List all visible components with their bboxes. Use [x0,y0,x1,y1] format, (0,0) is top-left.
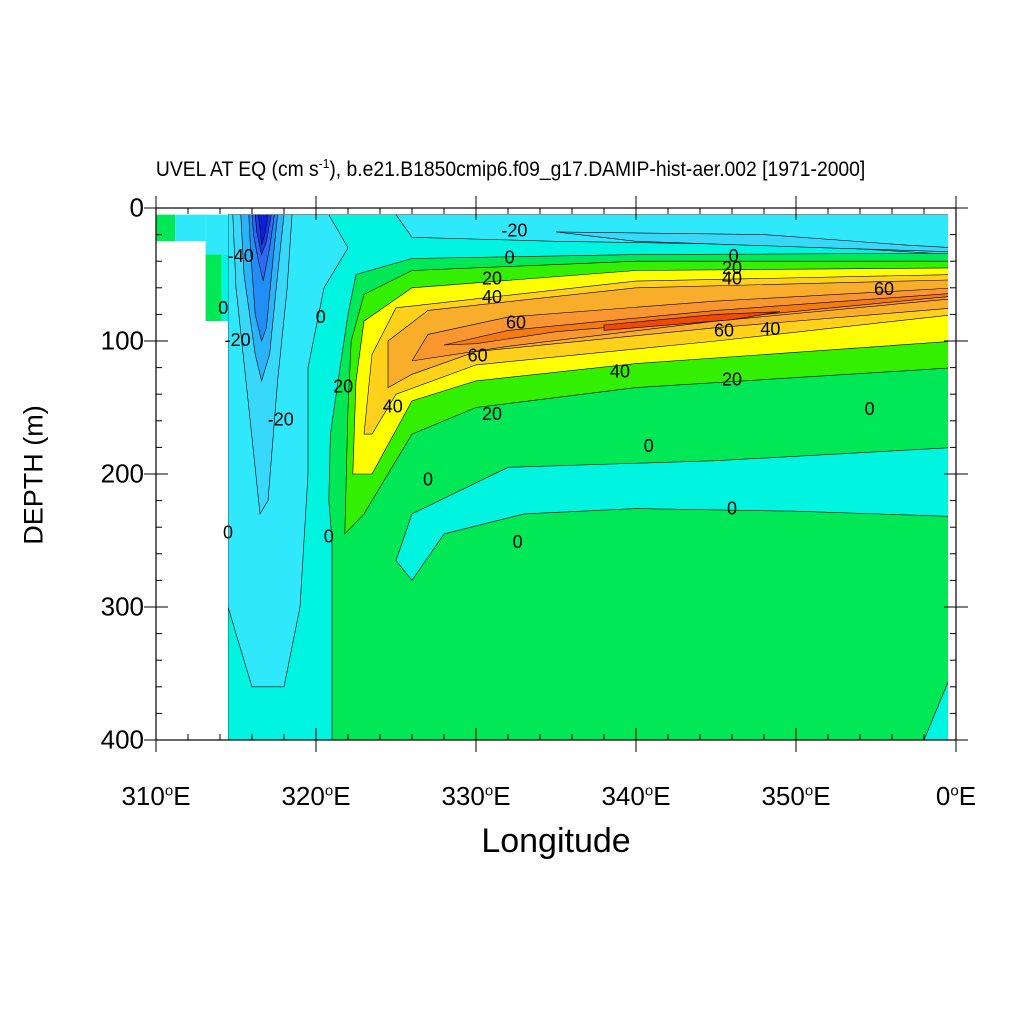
y-axis-label: DEPTH (m) [18,405,49,545]
contour-label: 40 [482,287,502,307]
x-tick-label: 320oE [281,781,351,811]
contour-label: 0 [505,247,515,267]
contour-label: 0 [316,307,326,327]
contour-label: 40 [722,269,742,289]
x-tick-label: 310oE [121,781,191,811]
contour-label: 20 [722,370,742,390]
coastal-band [156,214,176,242]
contour-label: 60 [874,279,894,299]
contour-label: 0 [223,523,233,543]
contour-label: 0 [729,246,739,266]
contour-label: 20 [722,258,742,278]
contour-label: 20 [333,376,353,396]
chart-title: UVEL AT EQ (cm s-1), b.e21.B1850cmip6.f0… [0,156,1021,182]
contour-label: 20 [482,269,502,289]
contour-band--10_0 [923,681,948,740]
contour-label: 40 [610,362,630,382]
contour-label: -20 [225,330,251,350]
contour-label: 0 [513,532,523,552]
contour-label: 0 [644,436,654,456]
coastal-band [221,254,228,322]
contour-label: 20 [482,404,502,424]
contour-label: 40 [760,319,780,339]
contour-band-gt_70 [603,311,781,331]
title-suffix: ), b.e21.B1850cmip6.f09_g17.DAMIP-hist-a… [329,158,866,181]
contour-label: -40 [228,246,254,266]
contour-label: 0 [865,399,875,419]
x-tick-label: 0oE [935,781,977,811]
contour-band--30_-20 [555,231,948,252]
contour-label: 60 [468,346,488,366]
y-tick-label: 300 [100,591,144,622]
x-tick-label: 340oE [601,781,671,811]
y-tick-label: 0 [129,192,144,223]
contour-label: 40 [383,396,403,416]
contour-label: 0 [423,469,433,489]
y-tick-label: 400 [100,724,144,755]
coastal-band [175,214,206,242]
coastal-band [205,254,222,322]
contour-band--10_0 [395,447,948,581]
x-tick-label: 350oE [761,781,831,811]
coastal-band [205,214,228,255]
x-tick-label: 330oE [441,781,511,811]
y-tick-label: 200 [100,458,144,489]
contour-label: -20 [268,410,294,430]
contour-label: 0 [727,499,737,519]
title-exponent: -1 [318,156,330,171]
contour-band-lt_-70 [258,214,269,246]
contour-label: 0 [324,527,334,547]
contour-label: 60 [714,320,734,340]
x-axis-label: Longitude [481,822,631,860]
contour-label: 60 [506,312,526,332]
contour-label: 0 [218,298,228,318]
contour-label: -20 [501,221,527,241]
y-tick-label: 100 [100,325,144,356]
title-prefix: UVEL AT EQ (cm s [155,158,319,181]
